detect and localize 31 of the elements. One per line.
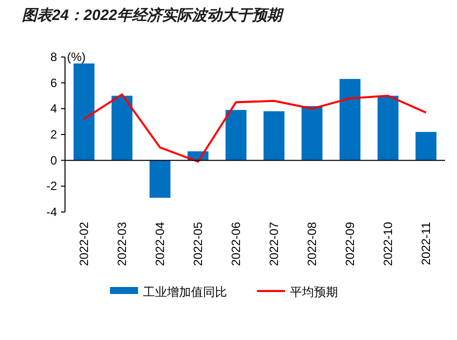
x-tick-label: 2022-05 <box>191 222 205 266</box>
x-tick-label: 2022-08 <box>305 222 319 266</box>
x-tick-label: 2022-04 <box>153 222 167 266</box>
bar <box>150 160 170 198</box>
x-tick-label: 2022-07 <box>267 222 281 266</box>
y-axis-title: (%) <box>67 50 86 64</box>
y-tick-label: -4 <box>46 205 58 219</box>
legend-label: 平均预期 <box>290 285 338 299</box>
y-tick-label: 0 <box>50 153 58 168</box>
bar <box>112 96 132 160</box>
y-tick-label: 2 <box>50 128 58 142</box>
x-tick-label: 2022-09 <box>343 222 357 266</box>
bar <box>302 106 322 160</box>
chart-title: 图表24：2022年经济实际波动大于预期 <box>22 6 286 24</box>
line-series <box>83 93 427 163</box>
legend-label: 工业增加值同比 <box>143 285 227 299</box>
bar <box>416 132 436 160</box>
bar <box>264 111 284 160</box>
x-tick-label: 2022-11 <box>419 222 433 266</box>
y-tick-label: 6 <box>50 76 58 90</box>
x-tick-label: 2022-03 <box>115 222 129 266</box>
bar <box>226 110 246 160</box>
y-tick-label: -2 <box>46 179 58 194</box>
bar <box>74 63 94 160</box>
x-tick-label: 2022-10 <box>381 222 395 266</box>
x-tick-label: 2022-06 <box>229 222 243 266</box>
y-tick-label: 4 <box>50 102 58 116</box>
bar <box>378 96 398 160</box>
y-tick-label: 8 <box>50 50 58 64</box>
x-tick-label: 2022-02 <box>77 222 91 266</box>
bar <box>340 78 360 160</box>
